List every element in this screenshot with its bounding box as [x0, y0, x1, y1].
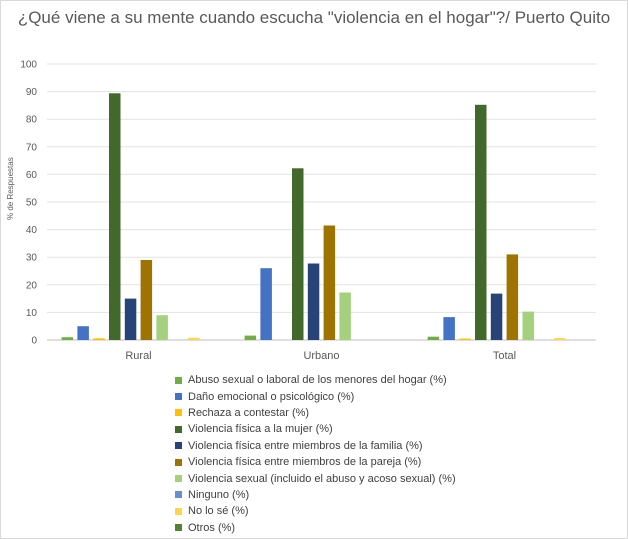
bar-urbano-4	[307, 263, 320, 340]
y-tick-label: 10	[26, 308, 38, 319]
legend-item: Rechaza a contestar (%)	[175, 405, 456, 421]
legend-swatch	[175, 491, 182, 499]
bar-total-5	[506, 254, 519, 340]
legend-item: Otros (%)	[175, 520, 456, 536]
y-tick-label: 90	[26, 87, 38, 98]
chart-title: ¿Qué viene a su mente cuando escucha "vi…	[17, 8, 611, 27]
y-tick-label: 0	[31, 336, 37, 347]
bar-urbano-1	[260, 268, 272, 340]
x-category-label: Total	[493, 350, 516, 362]
bar-total-6	[522, 311, 534, 340]
legend-swatch	[175, 442, 182, 450]
legend-swatch	[175, 458, 182, 466]
legend-label: Violencia física entre miembros de la pa…	[188, 456, 422, 469]
legend-label: Daño emocional o psicológico (%)	[188, 390, 355, 403]
legend-label: Violencia física entre miembros de la fa…	[188, 439, 423, 452]
bar-urbano-3	[292, 168, 304, 340]
legend-label: Abuso sexual o laboral de los menores de…	[188, 374, 447, 387]
legend-swatch	[175, 376, 182, 384]
legend-item: Violencia física a la mujer (%)	[175, 421, 456, 437]
legend-label: Violencia sexual (incluido el abuso y ac…	[188, 472, 456, 485]
y-tick-label: 30	[26, 253, 38, 264]
legend-label: Rechaza a contestar (%)	[188, 406, 310, 419]
y-tick-label: 80	[26, 115, 38, 126]
y-tick-label: 70	[26, 142, 38, 153]
legend-swatch	[175, 524, 182, 532]
bar-urbano-5	[323, 225, 336, 340]
bar-total-0	[427, 336, 440, 340]
bar-total-2	[459, 338, 471, 340]
y-tick-label: 100	[20, 60, 37, 71]
legend-item: Violencia física entre miembros de la pa…	[175, 454, 456, 470]
legend-label: Ninguno (%)	[188, 488, 250, 501]
bar-total-1	[443, 317, 455, 340]
legend-label: Otros (%)	[188, 521, 236, 534]
legend-item: Daño emocional o psicológico (%)	[175, 388, 456, 404]
bar-chart: 0 10 20 30 40 50 60 70 80 90 100 Rural Urbano Total	[20, 60, 596, 362]
x-category-label: Rural	[125, 350, 151, 362]
bar-rural-0	[61, 337, 74, 340]
legend-swatch	[175, 425, 182, 433]
legend-item: Violencia física entre miembros de la fa…	[175, 438, 456, 454]
bar-total-4	[490, 293, 503, 340]
bar-rural-8	[188, 337, 200, 340]
bar-rural-3	[109, 93, 121, 340]
legend-swatch	[175, 507, 182, 515]
legend-item: No lo sé (%)	[175, 503, 456, 519]
bar-rural-4	[124, 298, 137, 340]
legend: Abuso sexual o laboral de los menores de…	[175, 372, 456, 536]
legend-item: Violencia sexual (incluido el abuso y ac…	[175, 470, 456, 486]
legend-label: Violencia física a la mujer (%)	[188, 423, 333, 436]
x-category-label: Urbano	[303, 350, 339, 362]
y-tick-label: 60	[26, 170, 38, 181]
legend-swatch	[175, 393, 182, 401]
y-tick-label: 40	[26, 225, 38, 236]
bar-urbano-6	[339, 292, 351, 340]
legend-label: No lo sé (%)	[188, 505, 249, 518]
legend-swatch	[175, 409, 182, 417]
gridlines	[47, 63, 596, 341]
bar-rural-1	[77, 326, 89, 340]
legend-item: Ninguno (%)	[175, 487, 456, 503]
x-axis-categories: Rural Urbano Total	[125, 350, 516, 362]
y-tick-label: 50	[26, 198, 38, 209]
bar-total-8	[554, 338, 566, 340]
bar-total-3	[475, 104, 487, 340]
bars	[61, 93, 566, 340]
bar-rural-5	[140, 260, 153, 340]
legend-swatch	[175, 475, 182, 483]
bar-urbano-0	[244, 335, 257, 340]
legend-item: Abuso sexual o laboral de los menores de…	[175, 372, 456, 388]
bar-rural-6	[156, 315, 168, 340]
bar-rural-2	[93, 338, 105, 340]
y-tick-label: 20	[26, 280, 38, 291]
y-axis-ticks: 0 10 20 30 40 50 60 70 80 90 100	[20, 60, 37, 347]
